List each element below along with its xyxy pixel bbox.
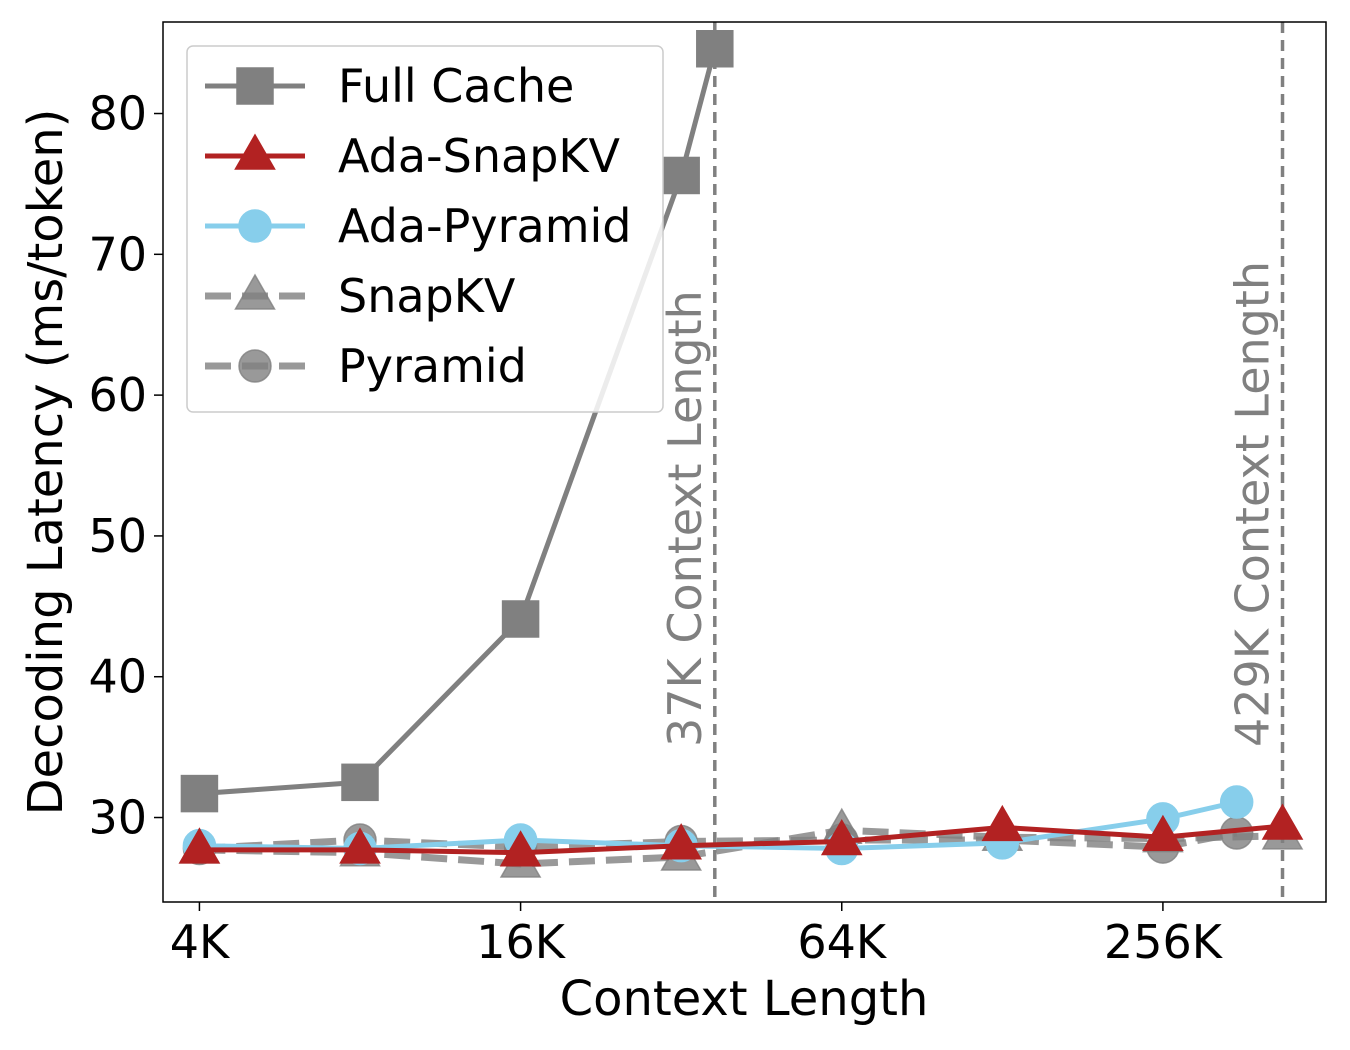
data-point — [180, 774, 219, 813]
data-point — [1219, 785, 1254, 819]
reference-line-label: 429K Context Length — [1226, 261, 1280, 747]
legend-label: SnapKV — [338, 269, 516, 323]
x-tick-label: 64K — [797, 915, 888, 969]
legend-box — [186, 45, 664, 413]
reference-line-label: 37K Context Length — [658, 290, 712, 747]
y-axis-title: Decoding Latency (ms/token) — [18, 109, 74, 816]
x-axis: 4K 16K 64K 256K — [170, 902, 1224, 969]
series-ada-snapkv — [178, 803, 1304, 867]
y-axis: 30 40 50 60 70 80 — [88, 87, 163, 845]
legend-label: Pyramid — [338, 339, 527, 393]
data-point — [660, 823, 702, 860]
legend: Full Cache Ada-SnapKV Ada-Pyramid SnapKV Pyr… — [186, 45, 664, 413]
x-tick-label: 16K — [476, 915, 567, 969]
y-tick-label: 30 — [88, 791, 147, 845]
series-layer — [178, 30, 1304, 878]
data-point — [341, 763, 379, 802]
legend-label: Ada-SnapKV — [338, 129, 621, 183]
y-tick-label: 70 — [88, 227, 147, 281]
legend-label: Ada-Pyramid — [338, 199, 632, 253]
legend-marker — [234, 273, 276, 310]
data-point — [820, 818, 863, 856]
x-axis-title: Context Length — [560, 971, 929, 1027]
data-point — [501, 600, 540, 638]
series-line — [199, 829, 1238, 852]
data-point — [696, 30, 734, 68]
data-point — [662, 156, 700, 195]
data-point — [981, 804, 1024, 842]
series-full-cache — [180, 30, 734, 813]
y-tick-label: 60 — [88, 368, 147, 422]
legend-label: Full Cache — [338, 59, 574, 113]
legend-marker — [238, 349, 272, 383]
legend-marker — [234, 133, 276, 170]
data-point — [499, 830, 542, 867]
legend-marker — [236, 67, 274, 105]
series-line — [199, 799, 1238, 851]
series-line — [199, 823, 1283, 856]
legend-marker — [238, 209, 272, 243]
data-point — [1142, 814, 1184, 852]
y-tick-label: 80 — [88, 87, 147, 141]
data-point — [1261, 803, 1304, 840]
x-tick-label: 4K — [170, 915, 231, 969]
y-tick-label: 50 — [88, 509, 147, 563]
y-tick-label: 40 — [88, 650, 147, 704]
x-tick-label: 256K — [1104, 915, 1224, 969]
data-point — [178, 827, 221, 864]
reference-lines: 37K Context Length 429K Context Length — [658, 22, 1285, 902]
data-point — [339, 827, 381, 864]
plot-frame — [162, 21, 1327, 903]
